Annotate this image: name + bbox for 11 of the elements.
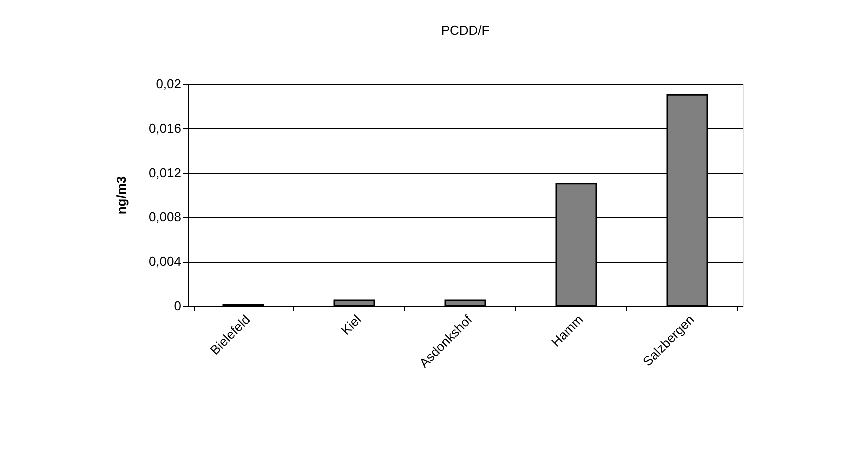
y-tick-label: 0 bbox=[174, 298, 182, 314]
bar bbox=[334, 300, 376, 307]
y-tick-label: 0,02 bbox=[156, 76, 182, 92]
chart-title: PCDD/F bbox=[441, 23, 490, 38]
y-tick-label: 0,004 bbox=[148, 254, 182, 270]
x-tick-label: Kiel bbox=[338, 312, 364, 338]
y-tick-label: 0,016 bbox=[148, 120, 182, 136]
y-tick-label: 0,012 bbox=[148, 165, 182, 180]
y-tick-label: 0,008 bbox=[148, 210, 182, 225]
y-axis-title: ng/m3 bbox=[114, 176, 129, 215]
bar bbox=[444, 300, 486, 307]
